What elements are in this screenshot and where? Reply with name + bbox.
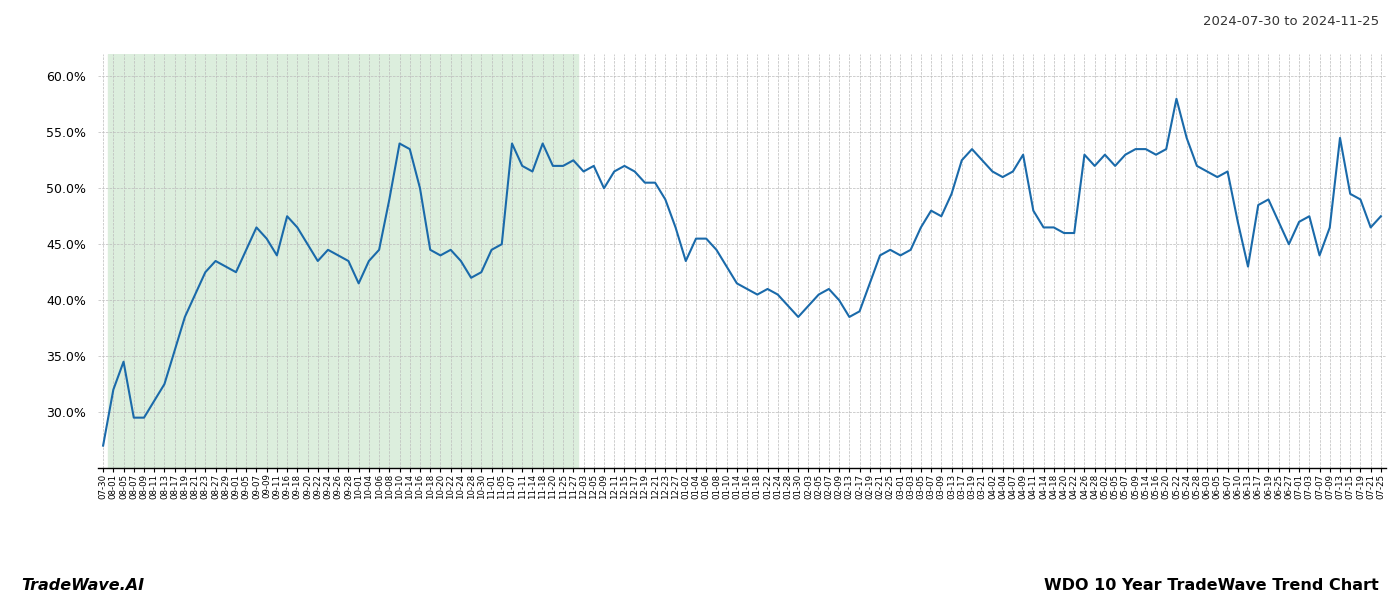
- Bar: [108, 54, 578, 468]
- Text: 2024-07-30 to 2024-11-25: 2024-07-30 to 2024-11-25: [1203, 15, 1379, 28]
- Text: TradeWave.AI: TradeWave.AI: [21, 578, 144, 593]
- Text: WDO 10 Year TradeWave Trend Chart: WDO 10 Year TradeWave Trend Chart: [1044, 578, 1379, 593]
